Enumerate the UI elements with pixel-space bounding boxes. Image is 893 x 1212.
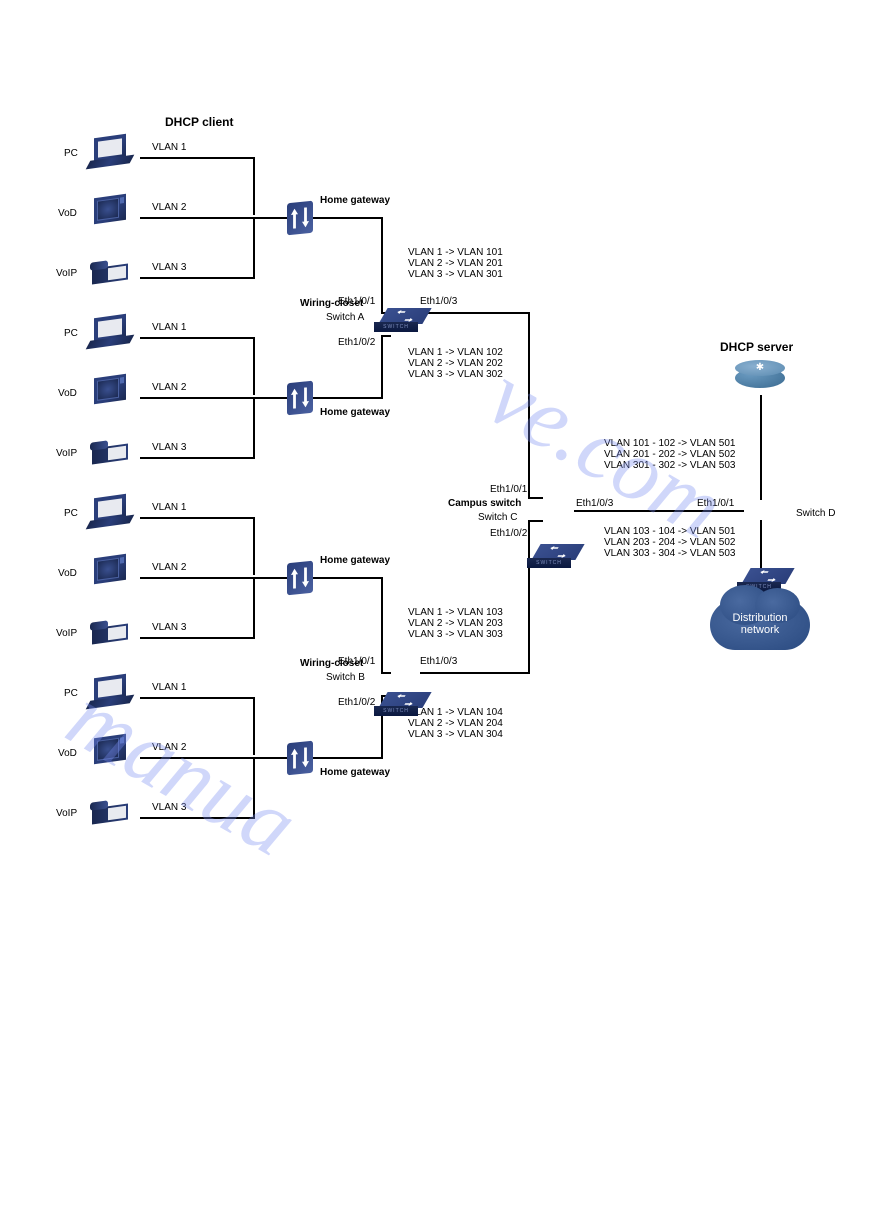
vlan-map-label: VLAN 103 - 104 -> VLAN 501 VLAN 203 - 20…	[604, 526, 735, 559]
port-label: Eth1/0/2	[490, 528, 527, 539]
port-label: Eth1/0/1	[338, 296, 375, 307]
pc-label: PC	[64, 508, 78, 519]
vlan-label: VLAN 1	[152, 682, 186, 693]
home-gateway-label: Home gateway	[320, 767, 390, 778]
switch-b-label: Switch B	[326, 672, 365, 683]
vod-label: VoD	[58, 388, 77, 399]
port-label: Eth1/0/1	[338, 656, 375, 667]
port-label: Eth1/0/1	[697, 498, 734, 509]
vod-label: VoD	[58, 748, 77, 759]
gateway-icon	[287, 381, 313, 416]
port-label: Eth1/0/1	[490, 484, 527, 495]
voip-label: VoIP	[56, 448, 77, 459]
vod-label: VoD	[58, 208, 77, 219]
vlan-label: VLAN 3	[152, 802, 186, 813]
vlan-label: VLAN 2	[152, 202, 186, 213]
switch-d-label: Switch D	[796, 508, 835, 519]
pc-icon	[94, 496, 126, 522]
vod-icon	[94, 556, 126, 582]
pc-icon	[94, 676, 126, 702]
home-gateway-label: Home gateway	[320, 555, 390, 566]
vlan-label: VLAN 1	[152, 322, 186, 333]
pc-label: PC	[64, 688, 78, 699]
dhcp-server-header: DHCP server	[720, 340, 793, 354]
cloud-icon: Distribution network	[710, 600, 810, 660]
dhcp-client-header: DHCP client	[165, 115, 233, 129]
switch-icon: SWITCH	[536, 544, 580, 568]
vlan-label: VLAN 3	[152, 622, 186, 633]
vod-icon	[94, 196, 126, 222]
pc-label: PC	[64, 148, 78, 159]
vod-label: VoD	[58, 568, 77, 579]
vlan-label: VLAN 3	[152, 442, 186, 453]
port-label: Eth1/0/3	[576, 498, 613, 509]
switch-c-label: Switch C	[478, 512, 517, 523]
network-diagram: manua ve.com DHCP client DHCP server PC …	[0, 0, 893, 1212]
vlan-map-label: VLAN 101 - 102 -> VLAN 501 VLAN 201 - 20…	[604, 438, 735, 471]
home-gateway-label: Home gateway	[320, 195, 390, 206]
port-label: Eth1/0/3	[420, 296, 457, 307]
vlan-label: VLAN 2	[152, 742, 186, 753]
voip-icon	[92, 622, 128, 642]
voip-label: VoIP	[56, 268, 77, 279]
switch-a-label: Switch A	[326, 312, 364, 323]
pc-label: PC	[64, 328, 78, 339]
port-label: Eth1/0/2	[338, 337, 375, 348]
vlan-label: VLAN 1	[152, 502, 186, 513]
voip-label: VoIP	[56, 808, 77, 819]
vod-icon	[94, 736, 126, 762]
switch-icon: SWITCH	[383, 692, 427, 716]
gateway-icon	[287, 561, 313, 596]
vlan-map-label: VLAN 1 -> VLAN 103 VLAN 2 -> VLAN 203 VL…	[408, 607, 503, 640]
voip-icon	[92, 262, 128, 282]
vlan-label: VLAN 1	[152, 142, 186, 153]
vlan-label: VLAN 2	[152, 382, 186, 393]
port-label: Eth1/0/3	[420, 656, 457, 667]
pc-icon	[94, 316, 126, 342]
gateway-icon	[287, 741, 313, 776]
distribution-network-label: Distribution network	[710, 612, 810, 636]
voip-label: VoIP	[56, 628, 77, 639]
router-icon: ✱	[735, 360, 785, 396]
home-gateway-label: Home gateway	[320, 407, 390, 418]
voip-icon	[92, 802, 128, 822]
vlan-map-label: VLAN 1 -> VLAN 102 VLAN 2 -> VLAN 202 VL…	[408, 347, 503, 380]
voip-icon	[92, 442, 128, 462]
vlan-label: VLAN 3	[152, 262, 186, 273]
port-label: Eth1/0/2	[338, 697, 375, 708]
vlan-map-label: VLAN 1 -> VLAN 101 VLAN 2 -> VLAN 201 VL…	[408, 247, 503, 280]
campus-switch-label: Campus switch	[448, 498, 521, 509]
gateway-icon	[287, 201, 313, 236]
vod-icon	[94, 376, 126, 402]
vlan-label: VLAN 2	[152, 562, 186, 573]
pc-icon	[94, 136, 126, 162]
switch-icon: SWITCH	[383, 308, 427, 332]
